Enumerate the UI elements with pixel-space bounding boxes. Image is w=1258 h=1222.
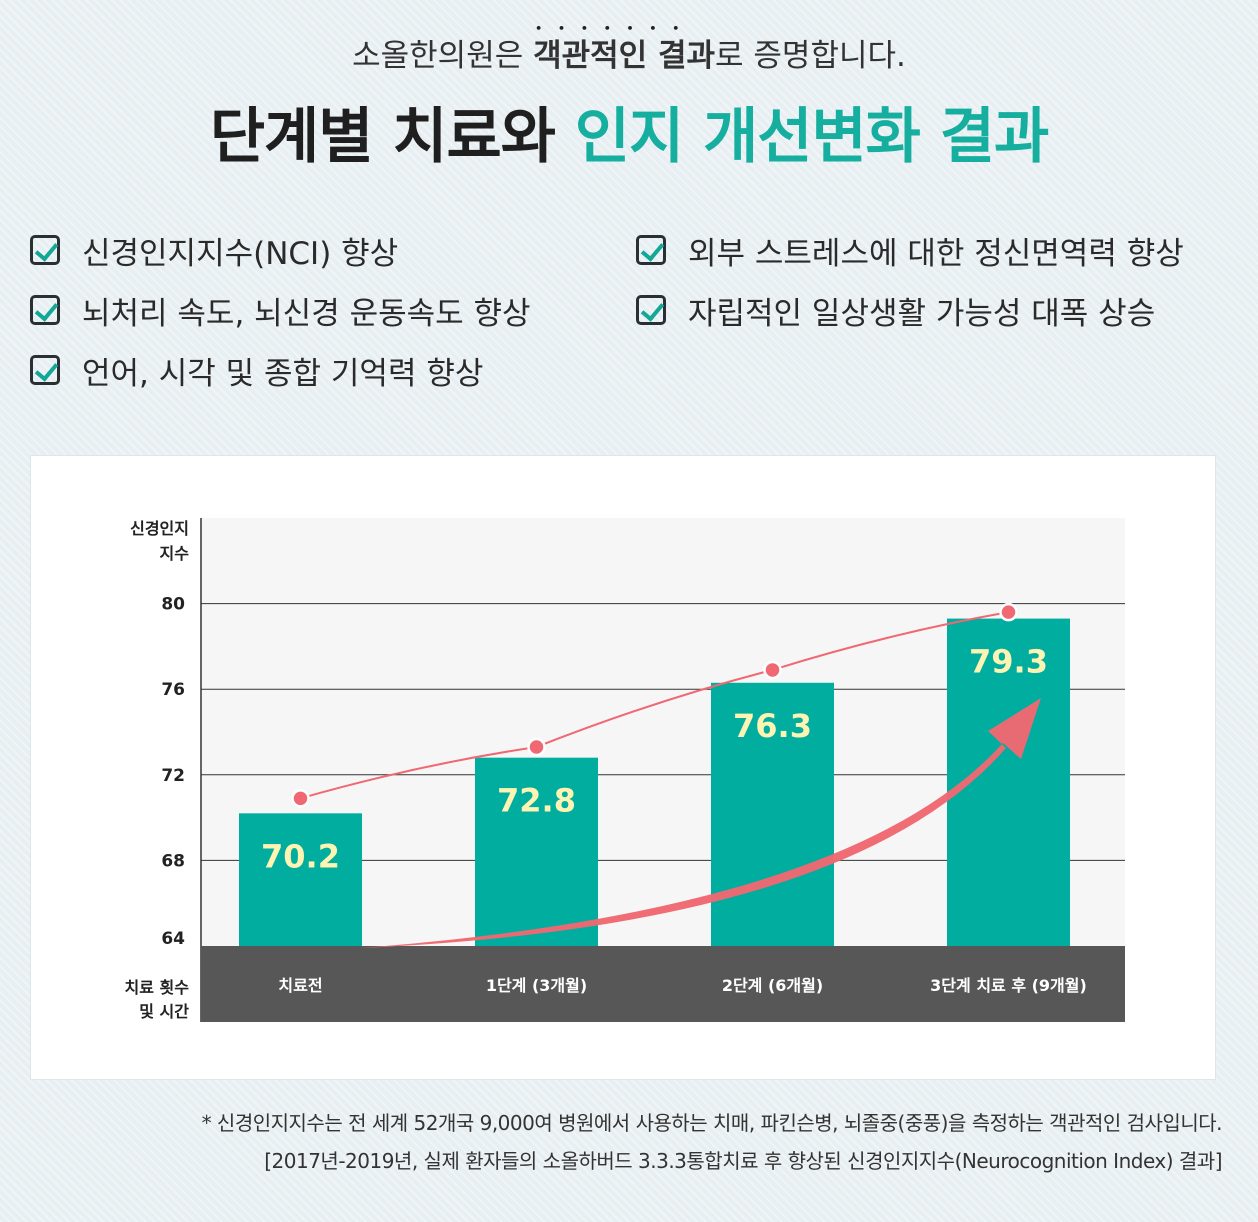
benefit-label: 언어, 시각 및 종합 기억력 향상 — [82, 355, 484, 392]
title-main: 단계별 치료와 — [209, 102, 575, 172]
benefit-list: 신경인지지수(NCI) 향상 뇌처리 속도, 뇌신경 운동속도 향상 언어, 시… — [0, 226, 1258, 406]
benefit-label: 뇌처리 속도, 뇌신경 운동속도 향상 — [82, 295, 531, 332]
trend-point — [291, 789, 310, 808]
benefit-item-stress: 외부 스트레스에 대한 정신면역력 향상 — [636, 228, 1184, 272]
x-tick-label: 2단계 (6개월) — [722, 976, 823, 995]
bar-chart: 64 68 72 76 80 치료전 1단계 (3개월) 2단계 (6개월) 3단계 치료 후 … — [161, 518, 1125, 1022]
data-label: 70.2 — [261, 837, 340, 875]
bar — [239, 813, 362, 946]
x-axis-band — [201, 946, 1125, 1022]
chart-panel: 신경인지 지수 치료 횟수 및 시간 64 68 72 76 80 치료전 1단계 (3개월… — [30, 455, 1216, 1080]
bar — [711, 682, 834, 946]
trend-arrow-icon — [360, 698, 1041, 948]
data-label: 79.3 — [969, 643, 1048, 681]
benefit-item-memory: 언어, 시각 및 종합 기억력 향상 — [30, 348, 483, 392]
data-label: 72.8 — [497, 782, 576, 820]
benefit-label: 신경인지지수(NCI) 향상 — [82, 235, 399, 272]
x-axis-title-line1: 치료 횟수 — [124, 978, 189, 997]
checkbox-check-icon — [30, 295, 60, 325]
subtitle-post: 로 증명합니다. — [715, 38, 906, 74]
footnotes: * 신경인지지수는 전 세계 52개국 9,000여 병원에서 사용하는 치매,… — [201, 1104, 1223, 1180]
y-axis-title-line1: 신경인지 — [130, 519, 189, 538]
checkbox-check-icon — [636, 235, 666, 265]
x-tick-label: 1단계 (3개월) — [486, 976, 587, 995]
y-tick-label: 64 — [161, 929, 185, 949]
y-tick-label: 76 — [161, 680, 185, 700]
y-tick-label: 68 — [161, 851, 185, 871]
page-title: 단계별 치료와 인지 개선변화 결과 — [0, 88, 1258, 175]
y-tick-label: 80 — [161, 595, 185, 615]
benefit-item-speed: 뇌처리 속도, 뇌신경 운동속도 향상 — [30, 288, 531, 332]
data-label: 76.3 — [733, 707, 812, 745]
y-tick-label: 72 — [161, 766, 185, 786]
checkbox-check-icon — [636, 295, 666, 325]
benefit-item-independence: 자립적인 일상생활 가능성 대폭 상승 — [636, 288, 1155, 332]
benefit-label: 자립적인 일상생활 가능성 대폭 상승 — [688, 295, 1156, 332]
y-axis-title-line2: 지수 — [159, 544, 189, 563]
subtitle-pre: 소올한의원은 — [352, 38, 534, 74]
header-subtitle: 소올한의원은 객관적인 결과로 증명합니다. — [0, 30, 1258, 75]
x-tick-label: 3단계 치료 후 (9개월) — [930, 976, 1087, 995]
footnote-source: [2017년-2019년, 실제 환자들의 소올하버드 3.3.3통합치료 후 … — [264, 1149, 1222, 1173]
y-axis-title: 신경인지 지수 — [119, 516, 189, 566]
title-accent: 인지 개선변화 결과 — [574, 102, 1049, 172]
bar — [475, 757, 598, 946]
x-axis-title-line2: 및 시간 — [139, 1002, 189, 1021]
trend-line — [300, 611, 1009, 800]
checkbox-check-icon — [30, 235, 60, 265]
benefit-label: 외부 스트레스에 대한 정신면역력 향상 — [688, 235, 1184, 272]
x-axis-title: 치료 횟수 및 시간 — [119, 976, 189, 1024]
subtitle-emphasis: 객관적인 결과 — [533, 38, 715, 74]
checkbox-check-icon — [30, 355, 60, 385]
benefit-item-nci: 신경인지지수(NCI) 향상 — [30, 228, 398, 272]
footnote-definition: * 신경인지지수는 전 세계 52개국 9,000여 병원에서 사용하는 치매,… — [201, 1111, 1223, 1135]
x-tick-label: 치료전 — [278, 976, 322, 995]
trend-point — [999, 602, 1018, 622]
trend-point — [527, 737, 546, 757]
trend-point — [763, 660, 782, 680]
